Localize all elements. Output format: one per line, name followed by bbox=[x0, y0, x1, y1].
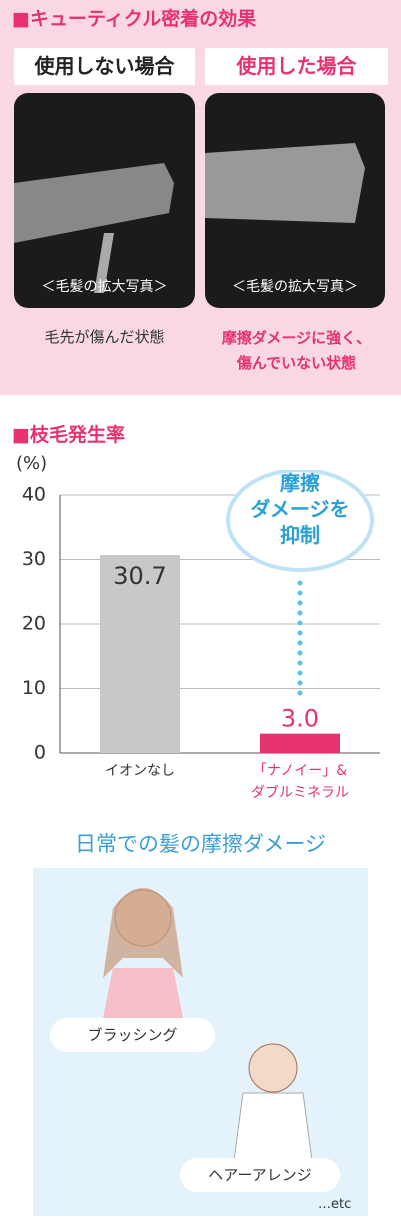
x-tick-label: 「ナノイー」& ダブルミネラル bbox=[251, 763, 349, 801]
label: 使用した場合 bbox=[205, 48, 388, 85]
annotation-bubble bbox=[226, 470, 374, 572]
y-tick-label: 30 bbox=[22, 548, 46, 570]
hair-image bbox=[205, 143, 365, 223]
label: 使用しない場合 bbox=[14, 48, 195, 85]
note: …etc bbox=[318, 1197, 352, 1212]
hair-image bbox=[14, 163, 174, 293]
item-label: ヘアーアレンジ bbox=[180, 1158, 340, 1192]
value-label: 30.7 bbox=[113, 562, 166, 590]
caption: ＜毛髪の拡大写真＞ bbox=[232, 279, 358, 295]
value-label: 3.0 bbox=[281, 705, 319, 733]
section-title: 日常での髪の摩擦ダメージ bbox=[75, 832, 326, 856]
x-tick-label: イオンなし bbox=[105, 763, 175, 779]
result: 摩擦ダメージに強く、 傷んでいない状態 bbox=[221, 329, 372, 372]
photo: ＜毛髪の拡大写真＞ bbox=[205, 93, 385, 308]
illustration bbox=[103, 888, 314, 1169]
result: 毛先が傷んだ状態 bbox=[44, 328, 165, 346]
y-label: (%) bbox=[16, 453, 48, 474]
y-tick-label: 0 bbox=[34, 742, 46, 764]
annotation: 摩擦ダメージを抑制 bbox=[251, 471, 350, 547]
chart: 0 10 20 30 40 30.7 3.0 摩擦ダメージを抑制 bbox=[22, 470, 380, 764]
section-title: ■キューティクル密着の効果 bbox=[12, 8, 257, 30]
y-tick-label: 20 bbox=[22, 613, 46, 635]
photo: ＜毛髪の拡大写真＞ bbox=[14, 93, 195, 308]
item-label: ブラッシング bbox=[50, 1018, 215, 1052]
y-tick-label: 40 bbox=[22, 484, 46, 506]
y-tick-label: 10 bbox=[22, 677, 46, 699]
caption: ＜毛髪の拡大写真＞ bbox=[41, 279, 168, 295]
bar bbox=[260, 733, 340, 753]
chart-title: ■枝毛発生率 bbox=[12, 424, 125, 446]
bar bbox=[100, 554, 180, 753]
